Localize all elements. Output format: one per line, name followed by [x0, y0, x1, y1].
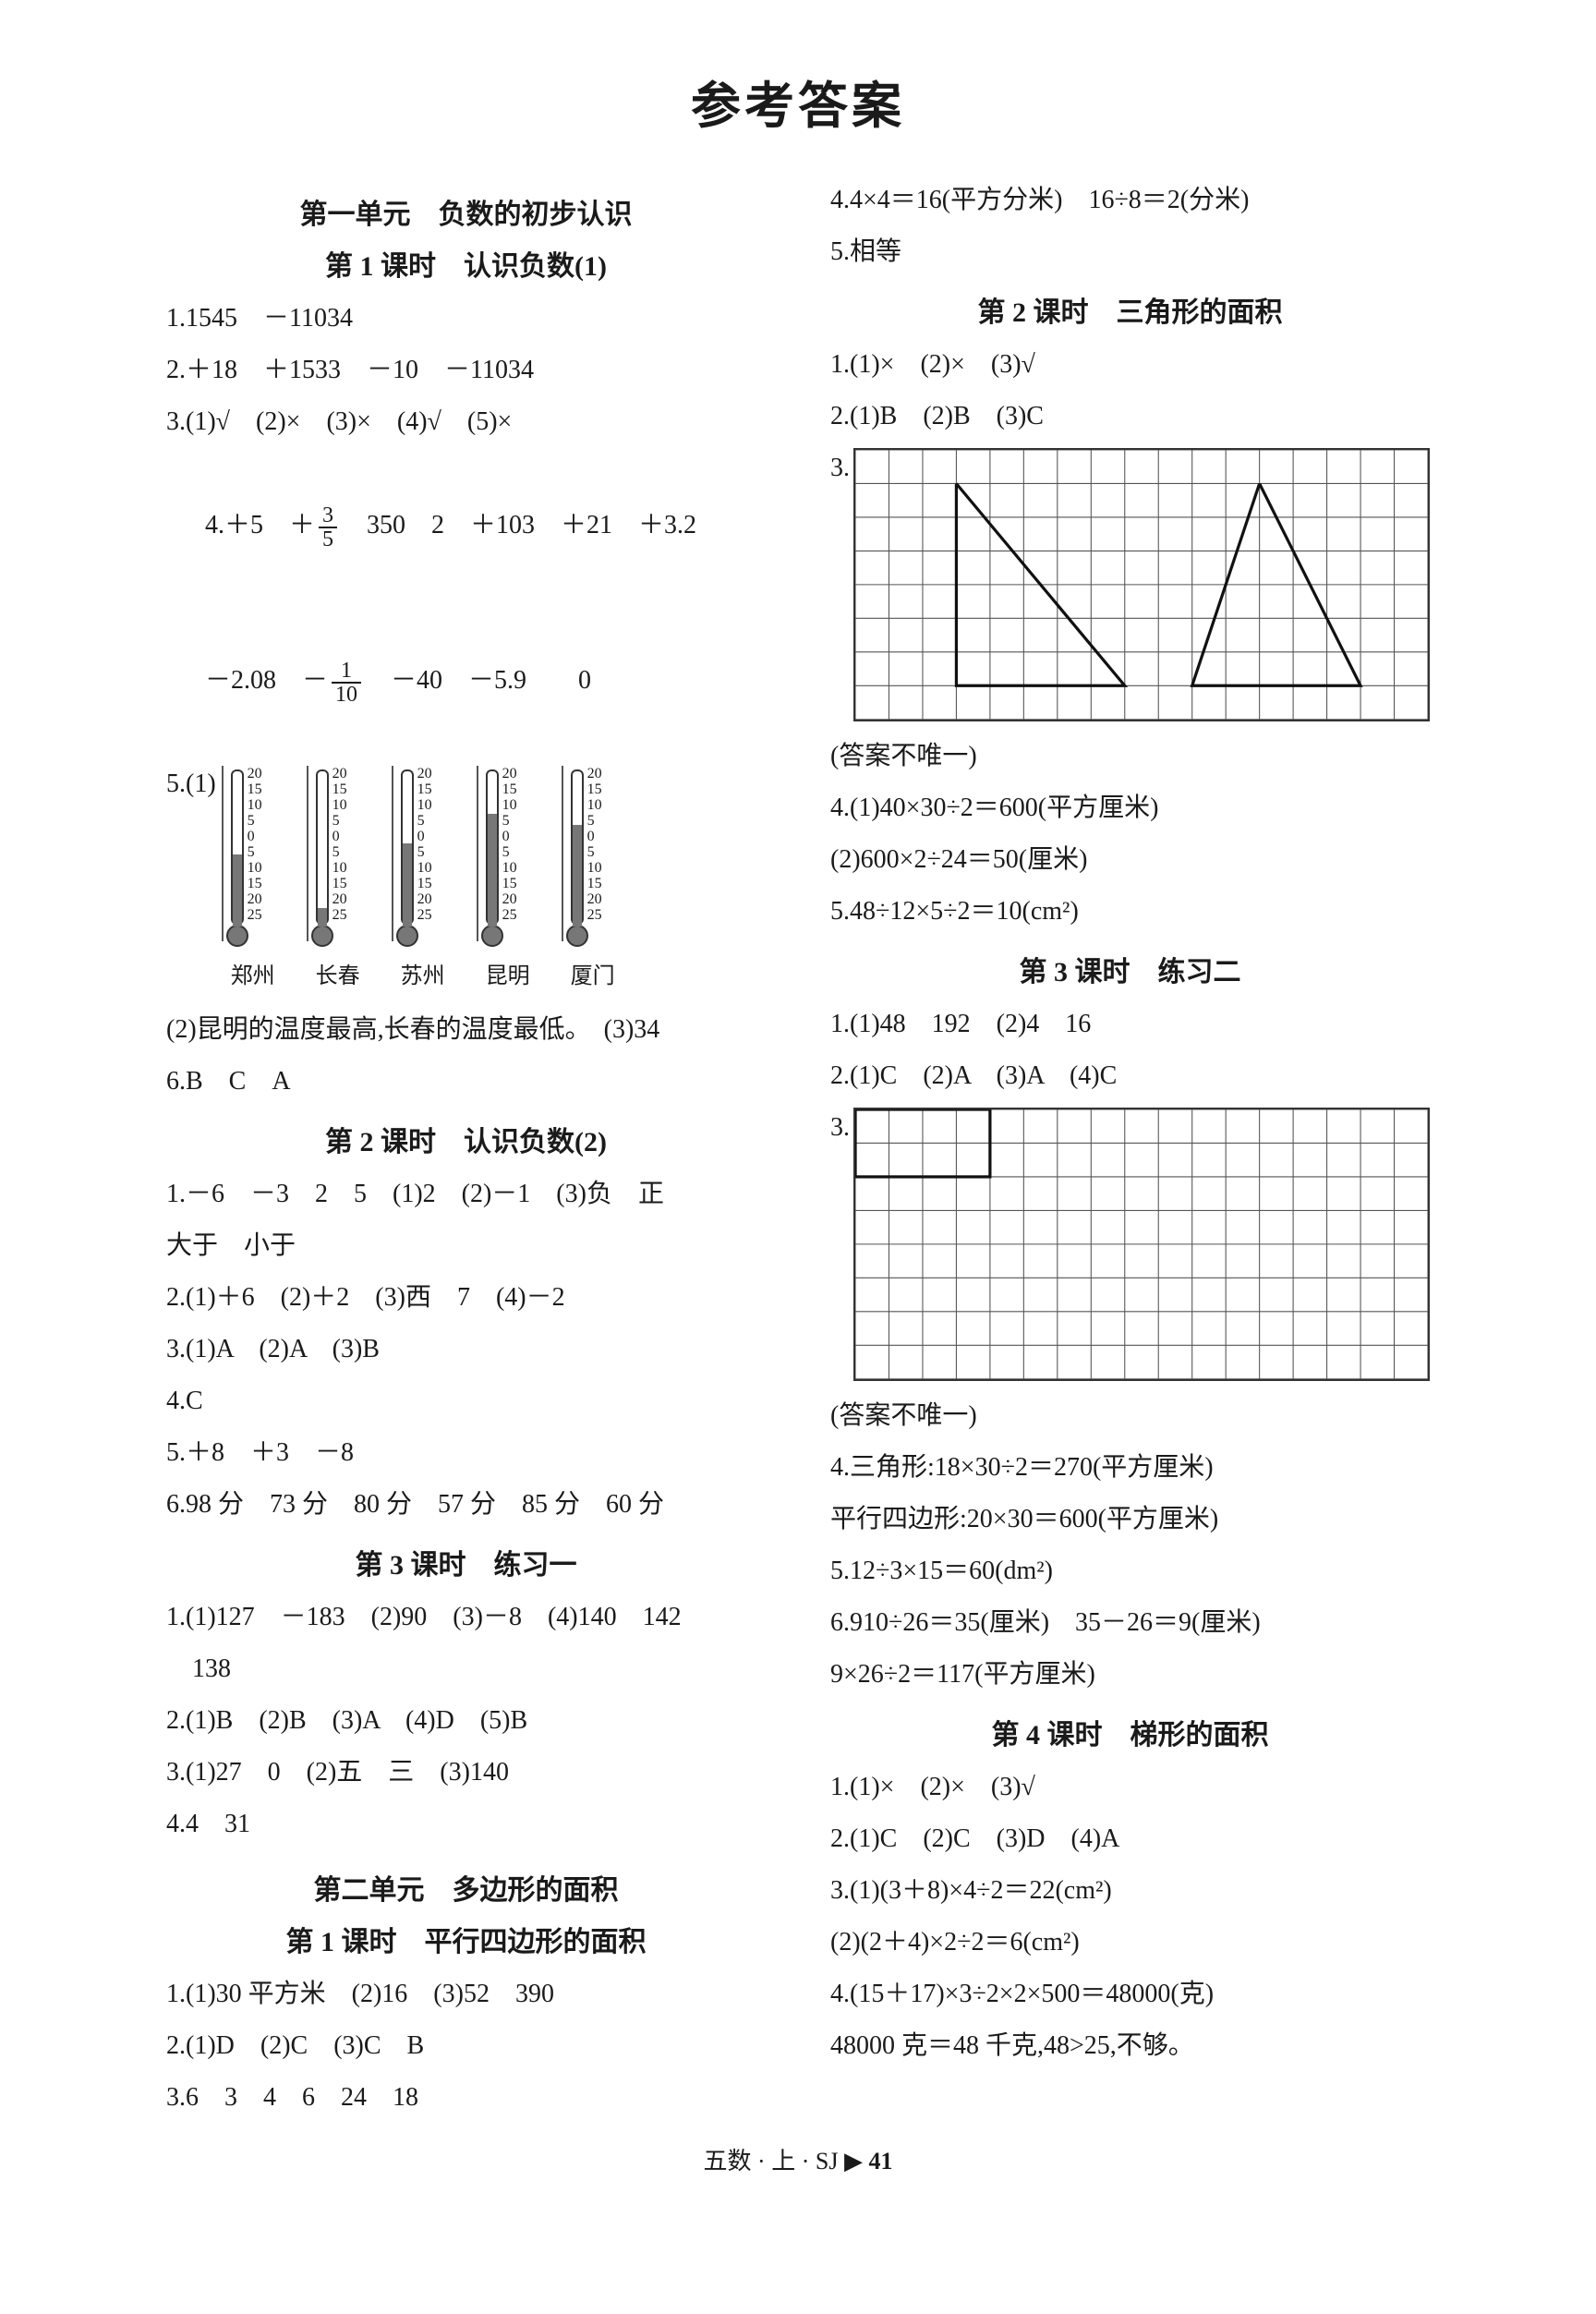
- answer-line: (2)600×2÷24＝50(厘米): [830, 834, 1430, 886]
- answer-line: 3.(1)A (2)A (3)B: [166, 1324, 766, 1375]
- city-label: 长春: [316, 954, 360, 999]
- answer-line: 5.相等: [830, 226, 1430, 278]
- grid-row: 3.: [830, 442, 1430, 731]
- answer-line: 2.(1)D (2)C (3)C B: [166, 2020, 766, 2072]
- answer-line: 大于 小于: [166, 1220, 766, 1272]
- lesson-r2-title: 第 2 课时 三角形的面积: [830, 289, 1430, 330]
- answer-line: 1.(1)× (2)× (3)√: [830, 1762, 1430, 1813]
- page-number: 41: [868, 2148, 892, 2175]
- grid-row: 3.: [830, 1102, 1430, 1390]
- thermometer: 20151050510152025苏州: [392, 766, 454, 999]
- lesson-2-title: 第 2 课时 认识负数(2): [166, 1119, 766, 1159]
- answer-line: 4.4 31: [166, 1799, 766, 1850]
- answer-note: (答案不唯一): [830, 1390, 1430, 1442]
- denominator: 5: [319, 528, 337, 551]
- answer-line: 2.(1)C (2)A (3)A (4)C: [830, 1050, 1430, 1102]
- q3-label: 3.: [830, 1102, 850, 1154]
- city-label: 昆明: [486, 954, 530, 999]
- answer-line: 3.6 3 4 6 24 18: [166, 2072, 766, 2124]
- q3-label: 3.: [830, 442, 850, 494]
- answer-line: 4.(15＋17)×3÷2×2×500＝48000(克): [830, 1969, 1430, 2020]
- city-label: 厦门: [571, 954, 615, 999]
- answer-line: 9×26÷2＝117(平方厘米): [830, 1649, 1430, 1701]
- lesson-r3-title: 第 3 课时 练习二: [830, 949, 1430, 989]
- answer-line: 1.(1)× (2)× (3)√: [830, 339, 1430, 391]
- answer-line: 2.(1)B (2)B (3)C: [830, 391, 1430, 442]
- numerator: 1: [332, 660, 361, 684]
- thermometer-row: 20151050510152025郑州 20151050510152025长春 20…: [222, 766, 624, 999]
- answer-line: 4.＋5 ＋35 350 2 ＋103 ＋21 ＋3.2: [166, 448, 766, 603]
- city-label: 郑州: [231, 954, 275, 999]
- fraction: 35: [319, 504, 337, 551]
- answer-line: 1.(1)30 平方米 (2)16 (3)52 390: [166, 1969, 766, 2020]
- answer-line: 4.C: [166, 1375, 766, 1427]
- thermometer: 20151050510152025昆明: [477, 766, 539, 999]
- city-label: 苏州: [401, 954, 445, 999]
- denominator: 10: [332, 684, 361, 706]
- grid-1: [853, 448, 1430, 721]
- answer-line: 3.(1)27 0 (2)五 三 (3)140: [166, 1747, 766, 1799]
- left-column: 第一单元 负数的初步认识 第 1 课时 认识负数(1) 1.1545 －1103…: [166, 175, 766, 2124]
- answer-line: (2)(2＋4)×2÷2＝6(cm²): [830, 1917, 1430, 1969]
- answer-line: 6.B C A: [166, 1056, 766, 1108]
- lesson-3-title: 第 3 课时 练习一: [166, 1542, 766, 1582]
- page-footer: 五数 · 上 · SJ ▶ 41: [166, 2142, 1430, 2176]
- answer-line: 6.910÷26＝35(厘米) 35－26＝9(厘米): [830, 1597, 1430, 1649]
- answer-line: 48000 克＝48 千克,48>25,不够。: [830, 2020, 1430, 2072]
- page-title: 参考答案: [166, 65, 1430, 138]
- answer-line: 138: [166, 1643, 766, 1695]
- answer-line: 4.4×4＝16(平方分米) 16÷8＝2(分米): [830, 175, 1430, 226]
- answer-line: 6.98 分 73 分 80 分 57 分 85 分 60 分: [166, 1479, 766, 1531]
- text-span: －2.08 －: [205, 666, 328, 695]
- answer-line: 1.(1)127 －183 (2)90 (3)－8 (4)140 142: [166, 1592, 766, 1643]
- answer-line: 2.(1)B (2)B (3)A (4)D (5)B: [166, 1695, 766, 1747]
- content-columns: 第一单元 负数的初步认识 第 1 课时 认识负数(1) 1.1545 －1103…: [166, 175, 1430, 2124]
- answer-line: (2)昆明的温度最高,长春的温度最低。 (3)34: [166, 1004, 766, 1056]
- answer-line: 1.－6 －3 2 5 (1)2 (2)－1 (3)负 正: [166, 1169, 766, 1220]
- answer-line: 5.48÷12×5÷2＝10(cm²): [830, 886, 1430, 938]
- footer-text: 五数 · 上 · SJ ▶: [704, 2148, 869, 2175]
- answer-line: －2.08 －110 －40 －5.9 0: [166, 603, 766, 758]
- answer-line: 2.(1)C (2)C (3)D (4)A: [830, 1813, 1430, 1865]
- answer-line: 1.1545 －11034: [166, 293, 766, 345]
- unit-1-title: 第一单元 负数的初步认识: [166, 191, 766, 232]
- answer-line: 4.(1)40×30÷2＝600(平方厘米): [830, 782, 1430, 834]
- answer-line: 2.(1)＋6 (2)＋2 (3)西 7 (4)－2: [166, 1272, 766, 1324]
- q5-label: 5.(1): [166, 758, 216, 810]
- answer-line: 2.＋18 ＋1533 －10 －11034: [166, 345, 766, 396]
- answer-line: 1.(1)48 192 (2)4 16: [830, 999, 1430, 1050]
- answer-line: 5.12÷3×15＝60(dm²): [830, 1545, 1430, 1597]
- text-span: －40 －5.9 0: [365, 666, 591, 695]
- numerator: 3: [319, 504, 337, 528]
- thermometer: 20151050510152025厦门: [562, 766, 624, 999]
- right-column: 4.4×4＝16(平方分米) 16÷8＝2(分米) 5.相等 第 2 课时 三角…: [830, 175, 1430, 2124]
- thermometer: 20151050510152025郑州: [222, 766, 284, 999]
- answer-line: 3.(1)(3＋8)×4÷2＝22(cm²): [830, 1865, 1430, 1917]
- answer-line: 5.＋8 ＋3 －8: [166, 1427, 766, 1479]
- text-span: 350 2 ＋103 ＋21 ＋3.2: [341, 511, 696, 539]
- thermometer: 20151050510152025长春: [307, 766, 369, 999]
- unit-2-title: 第二单元 多边形的面积: [166, 1867, 766, 1908]
- answer-line: 3.(1)√ (2)× (3)× (4)√ (5)×: [166, 396, 766, 448]
- answer-line: 4.三角形:18×30÷2＝270(平方厘米): [830, 1442, 1430, 1494]
- text-span: 4.＋5 ＋: [205, 511, 315, 539]
- answer-line: 5.(1) 20151050510152025郑州201510505101520…: [166, 758, 766, 1004]
- fraction: 110: [332, 660, 361, 706]
- answer-note: (答案不唯一): [830, 731, 1430, 782]
- lesson-1-title: 第 1 课时 认识负数(1): [166, 243, 766, 284]
- grid-2: [853, 1108, 1430, 1381]
- lesson-r4-title: 第 4 课时 梯形的面积: [830, 1712, 1430, 1752]
- lesson-4-title: 第 1 课时 平行四边形的面积: [166, 1919, 766, 1959]
- answer-line: 平行四边形:20×30＝600(平方厘米): [830, 1494, 1430, 1545]
